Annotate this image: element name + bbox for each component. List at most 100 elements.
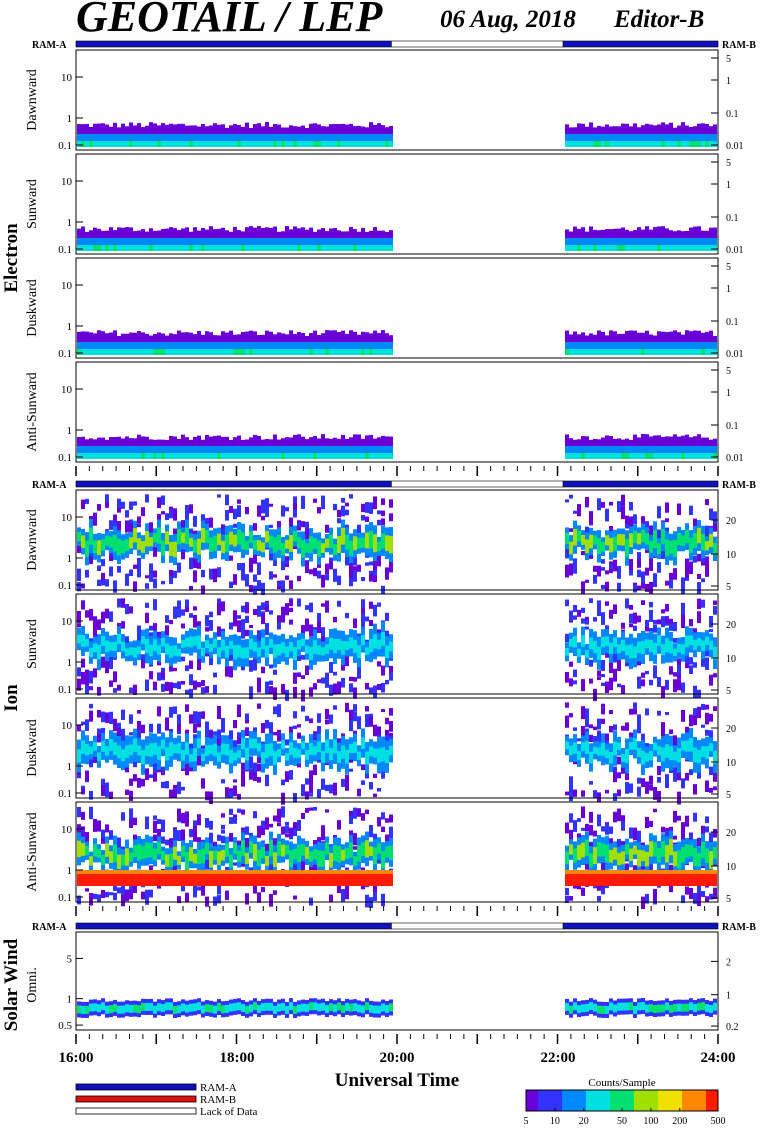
spectrum-cell (245, 727, 249, 737)
spectrum-cell (109, 791, 113, 799)
spectrum-cell (277, 141, 281, 147)
spectrum-cell (193, 680, 197, 690)
panel-label-ion-duskward: Duskward (25, 719, 40, 777)
spectrum-cell (685, 635, 689, 648)
spectrum-cell (145, 612, 149, 624)
spectrum-cell (97, 894, 101, 902)
spectrum-cell (305, 453, 309, 459)
spectrum-cell (681, 453, 685, 459)
spectrum-cell (293, 725, 297, 730)
spectrum-cell (341, 134, 345, 141)
ram-b-label-ion: RAM-B (722, 480, 756, 491)
spectrum-cell (317, 570, 321, 579)
spectrum-cell (329, 668, 333, 673)
spectrum-cell (273, 751, 277, 765)
spectrum-cell (669, 342, 673, 349)
y-tick-label-left: 5 (67, 953, 73, 965)
spectrum-cell (193, 885, 197, 898)
spectrum-cell (93, 616, 97, 630)
spectrum-cell (113, 349, 117, 355)
spectrum-cell (377, 238, 381, 245)
spectrum-cell (97, 342, 101, 349)
spectrum-cell (693, 134, 697, 141)
spectrum-cell (289, 870, 293, 874)
spectrum-cell (217, 706, 221, 717)
spectrum-cell (389, 238, 393, 245)
spectrum-cell (229, 506, 233, 513)
spectrum-cell (341, 677, 345, 688)
spectrum-cell (297, 342, 301, 349)
spectrum-cell (233, 141, 237, 147)
spectrum-cell (77, 678, 81, 691)
ram-mode-segment (562, 40, 719, 48)
spectrum-cell (265, 774, 269, 787)
spectrum-cell (373, 559, 377, 571)
spectrum-cell (137, 453, 141, 459)
spectrum-cell (153, 134, 157, 141)
spectrum-cell (241, 245, 245, 251)
spectrum-cell (213, 672, 217, 678)
spectrum-cell (625, 782, 629, 794)
spectrum-cell (681, 602, 685, 615)
spectrum-cell (573, 558, 577, 568)
spectrum-cell (381, 1003, 385, 1012)
spectrum-cell (77, 582, 81, 592)
spectrum-cell (201, 134, 205, 141)
spectrum-cell (193, 832, 197, 842)
spectrum-cell (305, 605, 309, 610)
spectrum-cell (697, 770, 701, 779)
spectrum-cell (661, 238, 665, 245)
spectrum-cell (593, 726, 597, 731)
spectrum-cell (693, 747, 697, 762)
spectrum-cell (689, 887, 693, 900)
spectrum-cell (89, 893, 93, 906)
spectrum-cell (665, 502, 669, 513)
spectrum-cell (661, 747, 665, 762)
spectrum-cell (701, 640, 705, 652)
spectrum-cell (645, 851, 649, 867)
spectrum-cell (313, 245, 317, 251)
spectrum-cell (605, 733, 609, 741)
spectrum-cell (205, 791, 209, 801)
spectrum-cell (289, 874, 293, 886)
spectrum-cell (601, 567, 605, 571)
spectrum-cell (345, 874, 349, 886)
spectrum-cell (233, 613, 237, 627)
spectrum-cell (313, 446, 317, 453)
spectrum-cell (193, 1003, 197, 1012)
y-tick-label-right: 5 (726, 366, 731, 377)
spectrum-cell (89, 342, 93, 349)
spectrum-cell (305, 665, 309, 676)
spectrum-cell (569, 813, 573, 823)
spectrum-cell (237, 840, 241, 845)
spectrum-cell (385, 630, 389, 641)
y-tick-label-right: 20 (726, 620, 736, 631)
spectrum-cell (133, 446, 137, 453)
spectrum-cell (605, 342, 609, 349)
spectrum-cell (317, 621, 321, 633)
spectrum-cell (665, 874, 669, 886)
spectrum-cell (161, 511, 165, 515)
spectrum-cell (149, 743, 153, 757)
spectrum-cell (701, 891, 705, 898)
spectrum-cell (101, 711, 105, 723)
spectrum-cell (173, 861, 177, 873)
spectrum-cell (205, 686, 209, 693)
spectrum-cell (209, 851, 213, 868)
spectrum-cell (657, 1004, 661, 1013)
spectrum-cell (197, 1002, 201, 1011)
spectrum-cell (317, 1003, 321, 1012)
spectrum-cell (377, 141, 381, 147)
spectrum-cell (321, 874, 325, 886)
spectrum-cell (353, 856, 357, 866)
spectrum-cell (633, 646, 637, 659)
spectrum-cell (265, 600, 269, 612)
spectrum-cell (701, 245, 705, 251)
spectrum-cell (205, 134, 209, 141)
spectrum-cell (705, 556, 709, 568)
spectrum-cell (253, 609, 257, 615)
spectrum-cell (317, 741, 321, 753)
spectrum-cell (605, 238, 609, 245)
spectrum-cell (645, 1004, 649, 1013)
spectrum-cell (357, 349, 361, 355)
